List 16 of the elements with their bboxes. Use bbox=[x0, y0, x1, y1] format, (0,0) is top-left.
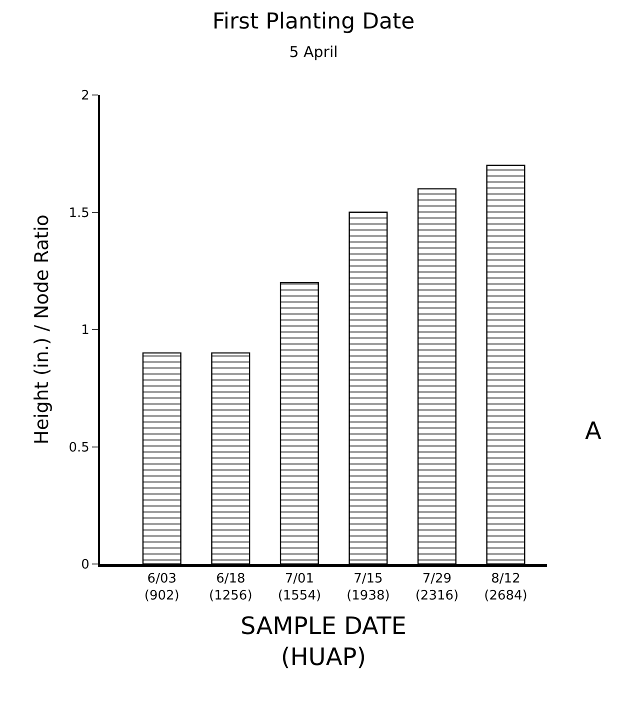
text: A bbox=[585, 417, 602, 445]
chart-subtitle: 5 April bbox=[289, 43, 338, 62]
x-axis-title: SAMPLE DATE (HUAP) bbox=[240, 612, 406, 671]
y-axis-title: Height (in.) / Node Ratio bbox=[31, 214, 54, 444]
x-tick-label: 7/15 (1938) bbox=[346, 572, 390, 604]
y-tick-label: 2 bbox=[81, 88, 90, 104]
x-tick-label: 6/18 (1256) bbox=[209, 572, 252, 604]
x-tick-label: 7/01 (1554) bbox=[278, 572, 322, 604]
x-tick-label: 7/29 (2316) bbox=[415, 572, 459, 604]
x-tick-label: 8/12 (2684) bbox=[484, 572, 528, 604]
y-tick-label: 0 bbox=[81, 558, 90, 573]
y-tick-label: 0.5 bbox=[68, 440, 90, 456]
y-tick-label: 1.5 bbox=[68, 206, 90, 221]
chart-title: First Planting Date bbox=[212, 10, 415, 35]
x-tick-label: 6/03 (902) bbox=[144, 572, 180, 604]
y-tick-label: 1 bbox=[81, 323, 90, 338]
